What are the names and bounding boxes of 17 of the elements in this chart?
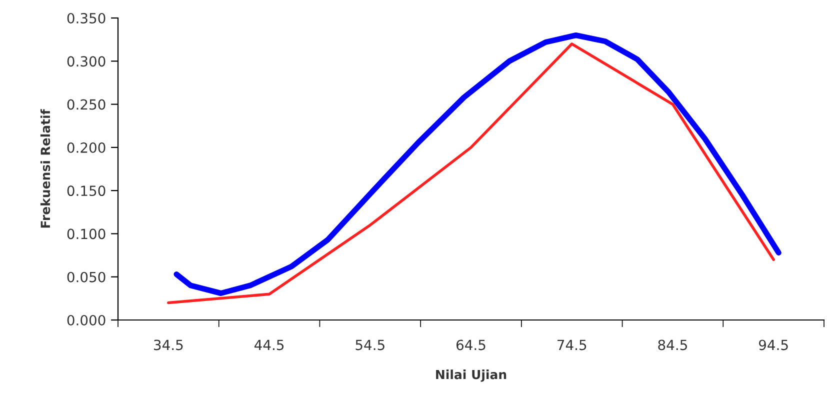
x-tick-label: 84.5 bbox=[658, 340, 687, 350]
y-tick-label: 0.000 bbox=[67, 314, 106, 326]
x-tick-label: 54.5 bbox=[356, 340, 384, 350]
x-tick-label: 74.5 bbox=[558, 340, 586, 350]
y-tick-label: 0.100 bbox=[67, 228, 106, 240]
y-tick-label: 0.200 bbox=[67, 142, 106, 153]
y-tick-label: 0.050 bbox=[67, 272, 106, 282]
x-tick-label: 44.5 bbox=[254, 340, 284, 350]
x-tick-label: 34.5 bbox=[154, 340, 183, 350]
y-tick-label: 0.250 bbox=[67, 99, 106, 110]
y-tick-label: 0.150 bbox=[67, 186, 106, 196]
y-tick-label: 0.300 bbox=[67, 56, 106, 67]
x-axis-title: Nilai Ujian bbox=[436, 370, 506, 382]
x-tick-label: 94.5 bbox=[758, 340, 788, 350]
y-tick-label: 0.350 bbox=[67, 12, 106, 24]
x-tick-label: 64.5 bbox=[456, 340, 486, 350]
y-axis-title: Frekuensi Relatif bbox=[40, 109, 50, 228]
